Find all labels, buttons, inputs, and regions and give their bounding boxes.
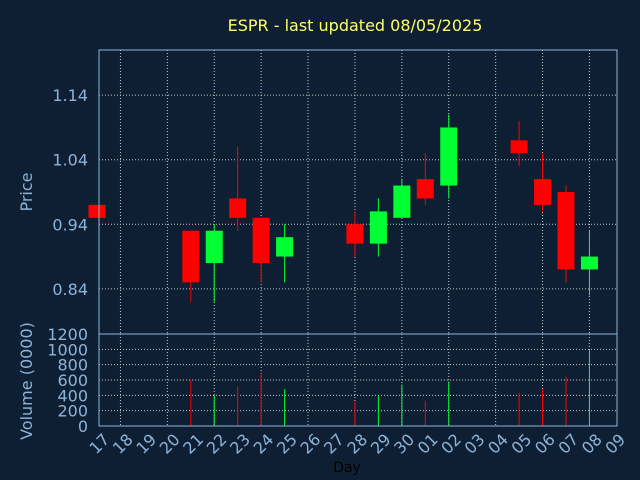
candle-body xyxy=(534,179,552,205)
candle-body xyxy=(393,185,411,218)
candle-body xyxy=(229,198,247,218)
price-tick-label: 1.04 xyxy=(52,151,88,170)
candle-body xyxy=(440,127,458,186)
candle-body xyxy=(580,256,598,270)
candle-body xyxy=(557,192,575,270)
price-tick-label: 1.14 xyxy=(52,86,88,105)
candle-body xyxy=(88,204,106,218)
volume-plot-frame xyxy=(98,333,618,427)
volume-tick-label: 800 xyxy=(57,356,88,375)
volume-tick-label: 1200 xyxy=(47,325,88,344)
candle-body xyxy=(346,224,364,244)
volume-axis-label: Volume (0000) xyxy=(17,322,36,440)
price-tick-label: 0.94 xyxy=(52,215,88,234)
candle-body xyxy=(369,211,387,244)
candle-body xyxy=(182,230,200,283)
volume-tick-label: 0 xyxy=(78,417,88,436)
candle-body xyxy=(252,217,270,263)
price-tick-label: 0.84 xyxy=(52,280,88,299)
price-panel: 0.84 0.94 1.04 1.14 xyxy=(52,49,618,335)
candle-body xyxy=(276,237,294,257)
price-axis-label: Price xyxy=(17,172,36,211)
x-axis-label: Day xyxy=(333,460,361,476)
volume-tick-label: 600 xyxy=(57,371,88,390)
volume-tick-label: 1000 xyxy=(47,340,88,359)
chart-title: ESPR - last updated 08/05/2025 xyxy=(228,16,483,35)
candle-body xyxy=(510,140,528,154)
candle-body xyxy=(416,179,434,199)
volume-tick-label: 400 xyxy=(57,386,88,405)
volume-tick-label: 200 xyxy=(57,402,88,421)
candle-body xyxy=(205,230,223,263)
